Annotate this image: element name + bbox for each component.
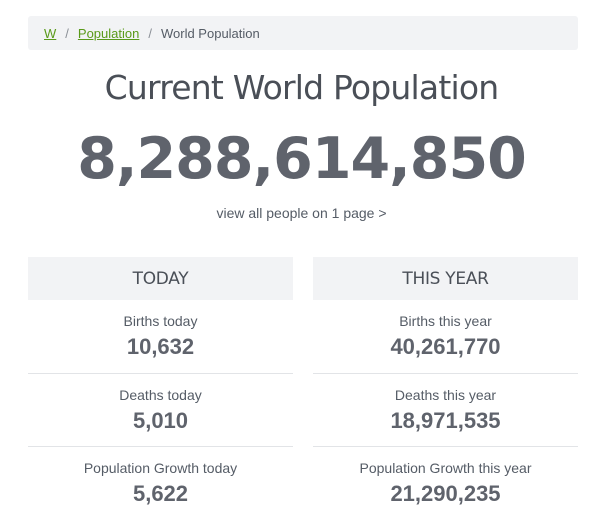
growth-today-label: Population Growth today bbox=[83, 460, 238, 476]
breadcrumb-separator: / bbox=[148, 25, 152, 41]
view-all-people-link[interactable]: view all people on 1 page > bbox=[216, 205, 387, 221]
births-year-stat: Births this year 40,261,770 bbox=[313, 300, 578, 373]
today-panel: TODAY Births today 10,632 Deaths today 5… bbox=[28, 257, 293, 519]
breadcrumb: W / Population / World Population bbox=[28, 16, 578, 50]
breadcrumb-separator: / bbox=[65, 25, 69, 41]
growth-today-stat: Population Growth today 5,622 bbox=[28, 446, 293, 519]
deaths-year-stat: Deaths this year 18,971,535 bbox=[313, 373, 578, 446]
deaths-today-value: 5,010 bbox=[132, 408, 189, 433]
this-year-header: THIS YEAR bbox=[313, 257, 578, 300]
today-header: TODAY bbox=[28, 257, 293, 300]
growth-today-value: 5,622 bbox=[132, 481, 189, 506]
growth-year-value: 21,290,235 bbox=[390, 481, 501, 506]
growth-year-stat: Population Growth this year 21,290,235 bbox=[313, 446, 578, 519]
deaths-year-label: Deaths this year bbox=[394, 387, 497, 403]
deaths-today-stat: Deaths today 5,010 bbox=[28, 373, 293, 446]
deaths-year-value: 18,971,535 bbox=[390, 408, 501, 433]
births-today-label: Births today bbox=[123, 313, 198, 329]
growth-year-label: Population Growth this year bbox=[359, 460, 532, 476]
breadcrumb-current: World Population bbox=[160, 25, 260, 41]
page-title: Current World Population bbox=[104, 68, 499, 107]
births-today-stat: Births today 10,632 bbox=[28, 300, 293, 373]
breadcrumb-population-link[interactable]: Population bbox=[77, 25, 140, 41]
births-today-value: 10,632 bbox=[126, 334, 195, 359]
breadcrumb-home-link[interactable]: W bbox=[44, 25, 57, 41]
births-year-value: 40,261,770 bbox=[390, 334, 501, 359]
this-year-panel: THIS YEAR Births this year 40,261,770 De… bbox=[313, 257, 578, 519]
deaths-today-label: Deaths today bbox=[119, 387, 202, 403]
population-counter: 8,288,614,850 bbox=[77, 126, 527, 192]
births-year-label: Births this year bbox=[399, 313, 492, 329]
